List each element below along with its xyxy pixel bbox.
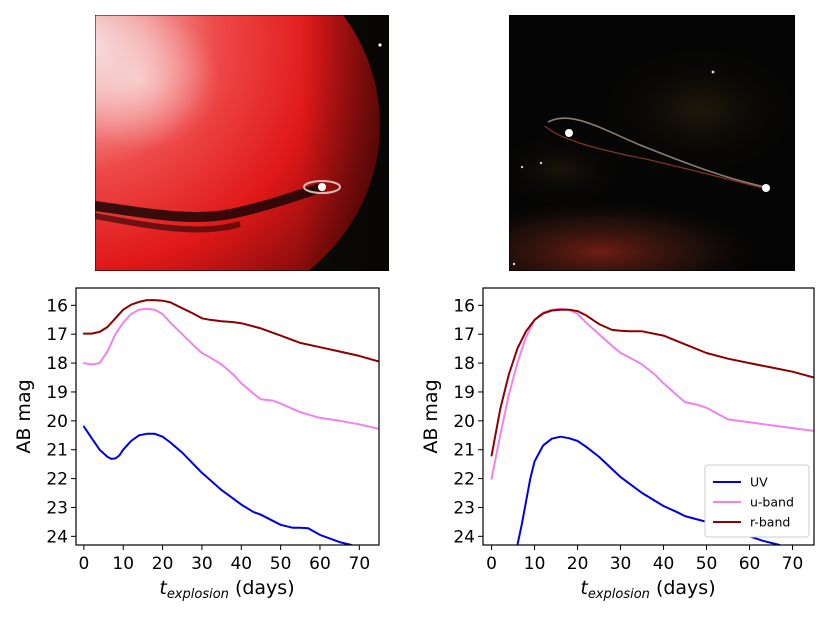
right-y-tick-label: 21 [453, 441, 475, 461]
right-x-axis-label-sub: explosion [588, 587, 650, 602]
left-x-tick-label: 10 [112, 554, 134, 574]
right-x-tick-label: 10 [524, 554, 546, 574]
left-simulation-image [95, 15, 389, 271]
left-y-tick-label: 24 [46, 527, 68, 547]
right-x-tick-label: 30 [610, 554, 632, 574]
right-y-tick-label: 16 [453, 296, 475, 316]
right-y-tick-label: 18 [453, 354, 475, 374]
left-y-tick-label: 16 [46, 296, 68, 316]
left-series-u-band-line [82, 307, 379, 430]
left-x-axis-label: texplosion (days) [159, 577, 294, 602]
right-series-r-band-line [490, 308, 814, 457]
right-x-tick-label: 50 [696, 554, 718, 574]
left-y-tick-label: 22 [46, 470, 68, 490]
left-y-tick-label: 23 [46, 498, 68, 518]
right-y-tick-label: 24 [453, 527, 475, 547]
right-y-tick-label: 23 [453, 498, 475, 518]
left-x-tick-label: 20 [152, 554, 174, 574]
legend: UV u-band r-band [704, 464, 810, 538]
right-x-tick-label: 60 [739, 554, 761, 574]
left-x-axis-label-main: t [159, 577, 168, 599]
right-x-axis-label-main: t [580, 577, 589, 599]
left-y-tick-label: 19 [46, 383, 68, 403]
legend-label-u-band: u-band [750, 495, 794, 510]
left-x-tick-label: 60 [309, 554, 331, 574]
legend-label-uv: UV [750, 475, 768, 490]
left-series-r-band-line [82, 299, 379, 363]
left-x-tick-label: 30 [191, 554, 213, 574]
right-x-tick-label: 0 [486, 554, 497, 574]
left-x-axis-label-sub: explosion [167, 587, 229, 602]
left-x-tick-label: 50 [270, 554, 292, 574]
left-light-curve-plot: 0 10 20 30 40 50 60 70 16 17 18 19 20 21 22 23 24 AB ma… [13, 287, 380, 602]
left-y-tick-label: 17 [46, 325, 68, 345]
right-y-tick-label: 19 [453, 383, 475, 403]
left-y-axis-label: AB mag [13, 379, 35, 453]
right-x-axis-label-unit: (days) [650, 577, 716, 599]
left-plot-frame [75, 287, 380, 546]
right-y-tick-label: 20 [453, 412, 475, 432]
right-x-axis-label: texplosion (days) [580, 577, 715, 602]
left-x-axis-label-unit: (days) [229, 577, 295, 599]
left-x-tick-label: 70 [349, 554, 371, 574]
left-y-tick-label: 18 [46, 354, 68, 374]
left-y-tick-label: 20 [46, 412, 68, 432]
left-series-uv-line [82, 425, 353, 545]
legend-label-r-band: r-band [750, 515, 790, 530]
right-plot-frame [482, 287, 815, 546]
left-y-tick-label: 21 [46, 441, 68, 461]
right-x-tick-label: 70 [782, 554, 804, 574]
right-series-u-band-line [490, 307, 814, 480]
right-simulation-image [509, 15, 795, 271]
right-y-tick-label: 22 [453, 470, 475, 490]
right-y-axis-label: AB mag [420, 379, 442, 453]
right-x-tick-label: 40 [653, 554, 675, 574]
right-x-tick-label: 20 [567, 554, 589, 574]
left-x-tick-label: 0 [78, 554, 89, 574]
right-light-curve-plot: 0 10 20 30 40 50 60 70 16 17 18 19 20 21 22 23 24 AB ma… [420, 287, 815, 602]
right-y-tick-label: 17 [453, 325, 475, 345]
left-x-tick-label: 40 [230, 554, 252, 574]
